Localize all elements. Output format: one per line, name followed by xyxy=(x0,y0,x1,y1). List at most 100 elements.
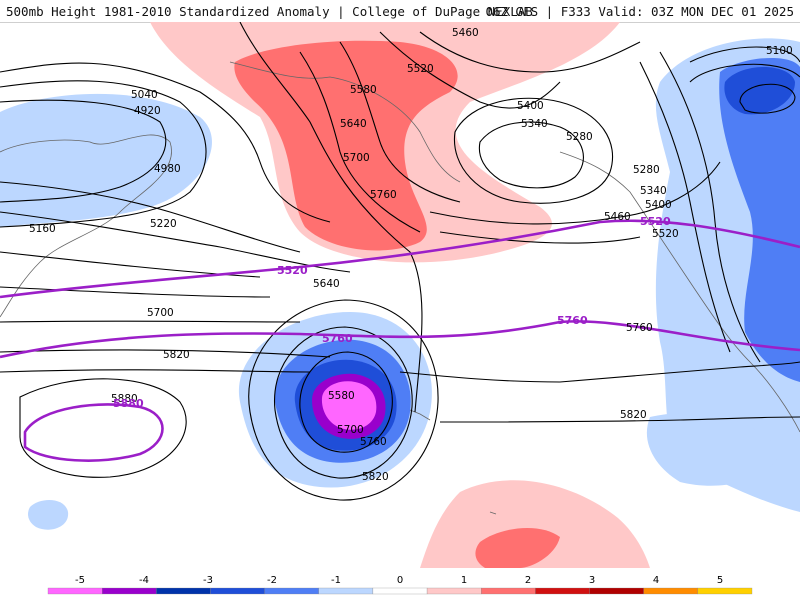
colorbar-tick-label: -2 xyxy=(267,575,277,586)
contour-line xyxy=(0,99,167,203)
contour-label-highlight: 5760 xyxy=(557,314,588,327)
contour-line xyxy=(299,351,393,453)
contour-label: 5160 xyxy=(29,223,56,235)
contour-line xyxy=(339,41,461,203)
coastline-islands xyxy=(409,409,497,515)
anomaly-colorbar: -5 -4 -3 -2 -1 0 1 2 3 4 5 xyxy=(0,568,800,600)
contour-5520 xyxy=(0,219,800,299)
chart-title: 500mb Height 1981-2010 Standardized Anom… xyxy=(6,4,533,19)
coastlines xyxy=(0,61,800,515)
contour-label: 5580 xyxy=(328,390,355,402)
contour-line xyxy=(0,80,207,228)
negative-anomaly-area-east-core xyxy=(724,67,795,115)
contour-label: 5700 xyxy=(337,424,364,436)
contour-label-highlight: 5880 xyxy=(113,397,144,410)
contour-label: 4920 xyxy=(134,105,161,117)
colorbar-swatch xyxy=(47,587,103,595)
contour-line xyxy=(239,22,423,413)
contour-line xyxy=(639,61,731,353)
contour-line xyxy=(0,286,271,298)
contour-line xyxy=(399,361,800,383)
colorbar-tick-label: 4 xyxy=(653,575,659,586)
contour-label: 5820 xyxy=(163,349,190,361)
contour-label: 5700 xyxy=(147,307,174,319)
contour-line xyxy=(248,299,439,501)
contour-label: 5760 xyxy=(370,189,397,201)
contour-label: 5640 xyxy=(340,118,367,130)
negative-anomaly-area-small xyxy=(28,500,69,530)
contour-label: 5520 xyxy=(407,63,434,75)
positive-anomaly-area-south-core xyxy=(475,527,560,568)
contour-line xyxy=(0,320,301,323)
colorbar-tick-label: 2 xyxy=(525,575,531,586)
colorbar-tick-label: 1 xyxy=(461,575,467,586)
contour-label-highlight: 5760 xyxy=(322,332,353,345)
colorbar-swatch xyxy=(156,587,211,595)
contour-label: 5400 xyxy=(645,199,672,211)
colorbar-tick-label: -1 xyxy=(331,575,341,586)
contour-line xyxy=(453,97,614,204)
colorbar-tick-label: -5 xyxy=(75,575,85,586)
coastline-asia xyxy=(0,134,172,318)
colorbar-swatch xyxy=(535,587,590,595)
contour-label: 5520 xyxy=(652,228,679,240)
contour-label: 5700 xyxy=(343,152,370,164)
highlighted-contours xyxy=(0,219,800,462)
contour-label: 5340 xyxy=(521,118,548,130)
colorbar-ticks: -5 -4 -3 -2 -1 0 1 2 3 4 5 xyxy=(75,575,723,586)
contour-5760 xyxy=(0,320,800,359)
negative-anomaly-area-east-south xyxy=(646,413,780,486)
colorbar-swatch xyxy=(372,587,428,595)
contour-line xyxy=(439,416,800,423)
colorbar-tick-label: 3 xyxy=(589,575,595,586)
contour-label: 5280 xyxy=(566,131,593,143)
contour-label: 4980 xyxy=(154,163,181,175)
header-bar: 500mb Height 1981-2010 Standardized Anom… xyxy=(0,0,800,23)
contour-label: 5280 xyxy=(633,164,660,176)
contour-5880 xyxy=(23,403,164,462)
colorbar-swatch xyxy=(264,587,319,595)
contour-line xyxy=(299,51,421,233)
negative-anomaly-area-west xyxy=(0,93,212,227)
anomaly-map: 5460 5520 5580 5640 5700 5760 5400 5340 … xyxy=(0,22,800,568)
coastline-north-america xyxy=(559,151,800,433)
contour-line xyxy=(0,62,331,223)
colorbar-swatches xyxy=(47,587,753,595)
colorbar-swatch xyxy=(697,587,753,595)
contour-line xyxy=(429,161,721,225)
contour-label: 5220 xyxy=(150,218,177,230)
negative-anomaly-area-central-peak xyxy=(321,381,377,430)
negative-anomaly-area-east-mid xyxy=(719,57,800,383)
contour-line xyxy=(689,46,800,114)
colorbar-swatch xyxy=(481,587,536,595)
colorbar-swatch xyxy=(643,587,698,595)
colorbar-tick-label: 0 xyxy=(397,575,403,586)
contour-label: 5820 xyxy=(620,409,647,421)
colorbar-tick-label: -4 xyxy=(139,575,149,586)
contour-label-highlight: 5520 xyxy=(640,215,671,228)
colorbar-swatch xyxy=(426,587,482,595)
contour-label: 5460 xyxy=(452,27,479,39)
contour-label: 5100 xyxy=(766,45,793,57)
contour-line xyxy=(0,349,331,358)
contour-labels: 5460 5520 5580 5640 5700 5760 5400 5340 … xyxy=(29,27,793,483)
contour-line xyxy=(379,31,561,109)
contour-label-highlight: 5520 xyxy=(277,264,308,277)
contour-label: 5460 xyxy=(604,211,631,223)
colorbar-swatch xyxy=(589,587,644,595)
contour-label: 5760 xyxy=(626,322,653,334)
contour-label: 5820 xyxy=(362,471,389,483)
colorbar-swatch xyxy=(318,587,374,595)
colorbar-tick-label: -3 xyxy=(203,575,213,586)
contour-label: 5580 xyxy=(350,84,377,96)
positive-anomaly-area-core xyxy=(234,40,458,251)
contour-label: 5040 xyxy=(131,89,158,101)
contour-line xyxy=(659,51,761,363)
contour-line xyxy=(19,378,187,478)
contour-label: 5340 xyxy=(640,185,667,197)
contour-line xyxy=(274,326,413,479)
contour-label: 5880 xyxy=(111,393,138,405)
colorbar-swatch xyxy=(210,587,265,595)
run-info: 06Z GFS | F333 Valid: 03Z MON DEC 01 202… xyxy=(485,4,794,19)
colorbar-swatch xyxy=(102,587,157,595)
